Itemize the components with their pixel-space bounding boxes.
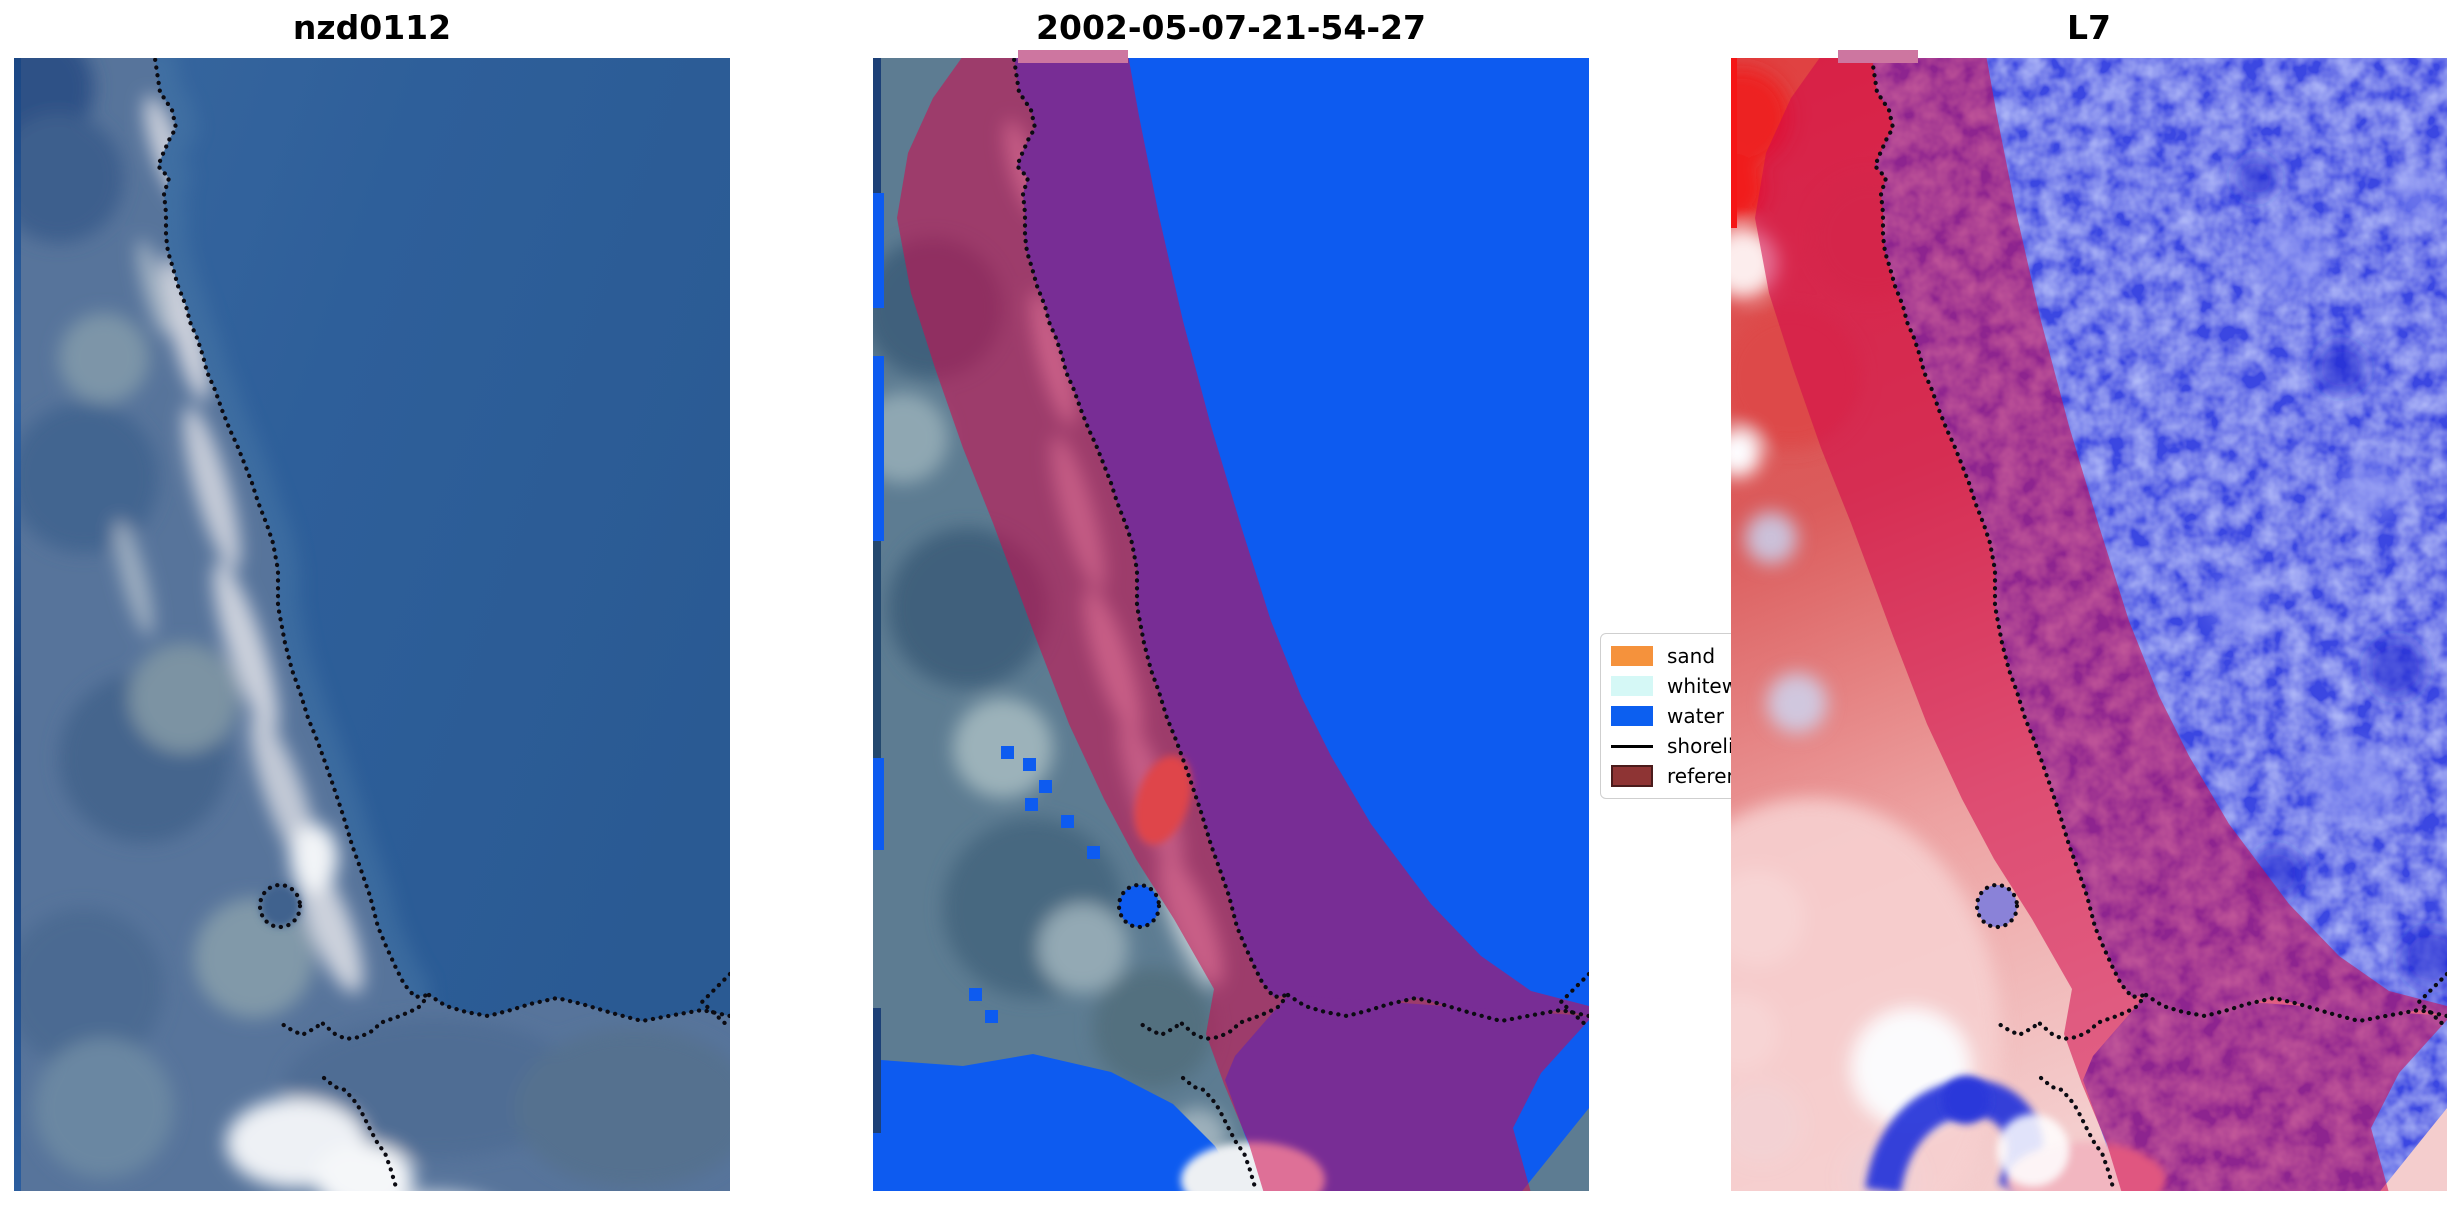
legend-label: sand [1667, 644, 1716, 668]
shoreline-dotted-line [1871, 58, 2447, 1191]
left-edge-red-strip [1731, 58, 1737, 228]
classified-image [873, 58, 1589, 1191]
lagoon-tint [1977, 885, 2017, 927]
panel-title-nzd0112: nzd0112 [292, 8, 452, 47]
shoreline-dotted-line [154, 58, 730, 1191]
edge-navy-strips [873, 58, 881, 1133]
water-ponds [931, 746, 1100, 1163]
lagoon-dark-spot [260, 885, 300, 927]
bwr-image [1731, 58, 2447, 1191]
left-edge-strip [14, 58, 21, 1191]
panel-classified-image [873, 58, 1589, 1191]
land-texture [14, 58, 730, 1191]
water-class [873, 58, 1589, 1191]
reference-swatch-icon [1611, 765, 1653, 787]
legend-item-sand: sand [1611, 641, 1794, 671]
shoreline-dotted-line [1013, 58, 1589, 1191]
legend-item-water: water [1611, 701, 1794, 731]
water-edge-strips [873, 193, 884, 1191]
reference-band-cap [1838, 50, 1918, 63]
sand-swatch-icon [1611, 646, 1653, 666]
lagoon-water [1119, 885, 1159, 927]
panel-title-date: 2002-05-07-21-54-27 [1036, 8, 1426, 47]
panel-bwr-image [1731, 58, 2447, 1191]
whitewater-swatch-icon [1611, 676, 1653, 696]
rgb-image [14, 58, 730, 1191]
reference-band-cap [1018, 50, 1128, 63]
water-swatch-icon [1611, 706, 1653, 726]
legend-label: water [1667, 704, 1724, 728]
panel-rgb-image [14, 58, 730, 1191]
panel-title-l7: L7 [2067, 8, 2111, 47]
shoreline-line-icon [1611, 744, 1653, 748]
